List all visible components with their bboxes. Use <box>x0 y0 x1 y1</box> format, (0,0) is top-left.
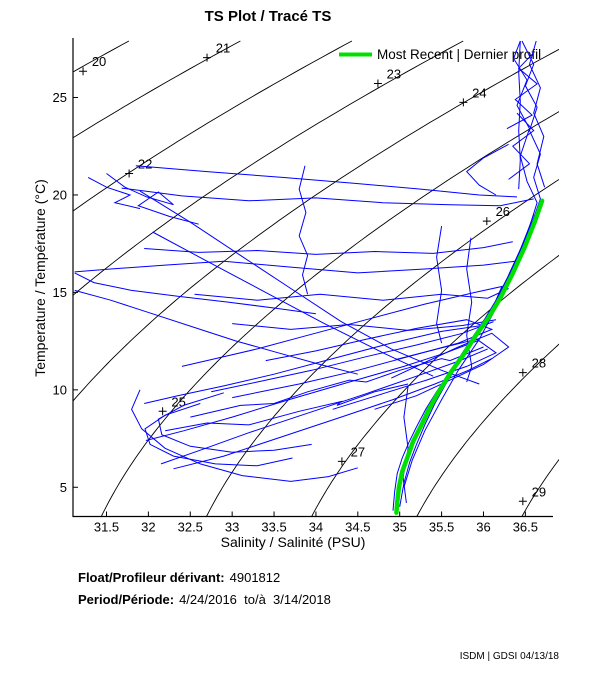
most-recent-profile-layer <box>394 198 545 515</box>
profile-line <box>332 338 497 410</box>
isopycnal-label-marker <box>518 368 527 377</box>
period-line: Period/Période: 4/24/2016 to/à 3/14/2018 <box>78 592 331 607</box>
isopycnal-layer: 20 21 22 23 24 25 26 27 28 29 <box>73 40 559 517</box>
profile-line <box>139 190 480 385</box>
x-tick-label: 33 <box>225 520 239 535</box>
profile-line <box>506 52 538 130</box>
float-label: Float/Profileur dérivant: <box>78 570 225 585</box>
isopycnal-label: 20 <box>92 54 106 69</box>
isopycnal-label: 22 <box>138 157 152 172</box>
profile-line <box>232 319 494 399</box>
isopycnal-line <box>73 40 464 296</box>
profile-line <box>145 339 480 441</box>
x-tick-label: 32 <box>141 520 155 535</box>
isopycnal-label-marker <box>125 169 134 178</box>
isopycnal-label: 21 <box>216 41 230 56</box>
isopycnal-label: 25 <box>171 394 185 409</box>
isopycnal-label-marker <box>203 53 212 62</box>
isopycnal-line <box>73 40 241 139</box>
most-recent-profile-line <box>394 198 545 515</box>
period-value: 4/24/2016 to/à 3/14/2018 <box>179 592 331 607</box>
isopycnal-line <box>416 343 559 517</box>
x-tick-label: 33.5 <box>261 520 286 535</box>
axis-lines <box>72 38 553 518</box>
profile-line <box>121 187 534 207</box>
legend-label: Most Recent | Dernier profil <box>377 47 541 62</box>
isopycnal-label: 26 <box>496 204 510 219</box>
y-tick-label: 25 <box>53 90 67 105</box>
profiles-layer <box>74 40 546 515</box>
profile-line <box>135 165 518 198</box>
profile-line <box>436 226 443 344</box>
isopycnal-line <box>73 40 353 212</box>
isopycnal-label: 27 <box>351 444 365 459</box>
profile-line <box>374 332 510 410</box>
profile-line <box>74 272 316 315</box>
isopycnal-label-marker <box>482 217 491 226</box>
x-tick-label: 34.5 <box>345 520 370 535</box>
isopycnal-label-marker <box>373 79 382 88</box>
isopycnal-label-marker <box>79 67 88 76</box>
x-tick-label: 32.5 <box>178 520 203 535</box>
x-tick-label: 31.5 <box>94 520 119 535</box>
x-tick-label: 34 <box>309 520 323 535</box>
plot-title: TS Plot / Tracé TS <box>204 8 332 25</box>
profile-line <box>466 237 473 383</box>
profile-line <box>74 289 358 375</box>
profile-line <box>131 389 358 482</box>
profile-line <box>74 260 517 488</box>
isopycnal-label: 24 <box>472 85 486 100</box>
isopycnal-label-marker <box>337 457 346 466</box>
y-tick-label: 15 <box>53 285 67 300</box>
profile-line <box>298 165 309 295</box>
profile-line <box>190 346 484 418</box>
profile-line <box>508 112 535 180</box>
x-tick-label: 36.5 <box>513 520 538 535</box>
float-id-line: Float/Profileur dérivant: 4901812 <box>78 570 280 585</box>
isopycnal-line <box>73 48 559 402</box>
profile-line <box>106 173 199 225</box>
profile-line <box>402 385 409 503</box>
axes-layer: 31.5 32 32.5 33 33.5 34 34.5 35 35.5 36 36.5 5 10 15 2… <box>53 38 553 535</box>
y-tick-label: 5 <box>60 480 67 495</box>
profile-line <box>152 231 434 377</box>
isopycnal-label: 23 <box>387 66 401 81</box>
isopycnal-line <box>73 40 130 73</box>
profile-line <box>465 143 509 196</box>
x-tick-label: 35 <box>392 520 406 535</box>
profile-line <box>211 321 494 393</box>
profile-line <box>144 241 513 255</box>
x-axis-label: Salinity / Salinité (PSU) <box>220 534 366 550</box>
profile-line <box>165 383 409 432</box>
profile-line <box>87 176 141 210</box>
isopycnal-line <box>100 111 559 517</box>
profile-line <box>194 288 509 301</box>
profile-line <box>160 348 488 465</box>
isopycnal-label: 29 <box>532 484 546 499</box>
profile-line <box>157 392 312 453</box>
profile-line <box>232 319 497 331</box>
float-value: 4901812 <box>229 570 281 585</box>
credit-text: ISDM | GDSI 04/13/18 <box>459 651 559 662</box>
isopycnal-line <box>311 254 559 517</box>
isopycnal-label-marker <box>518 497 527 506</box>
profile-line <box>173 358 493 470</box>
isopycnal-line <box>521 458 559 517</box>
x-tick-label: 35.5 <box>429 520 454 535</box>
isopycnal-label: 28 <box>532 356 546 371</box>
x-tick-label: 36 <box>476 520 490 535</box>
period-label: Period/Période: <box>78 592 175 607</box>
isopycnal-label-marker <box>459 98 468 107</box>
y-tick-label: 20 <box>53 187 67 202</box>
y-tick-label: 10 <box>53 382 67 397</box>
isopycnal-label-marker <box>158 407 167 416</box>
profile-line <box>528 40 546 188</box>
